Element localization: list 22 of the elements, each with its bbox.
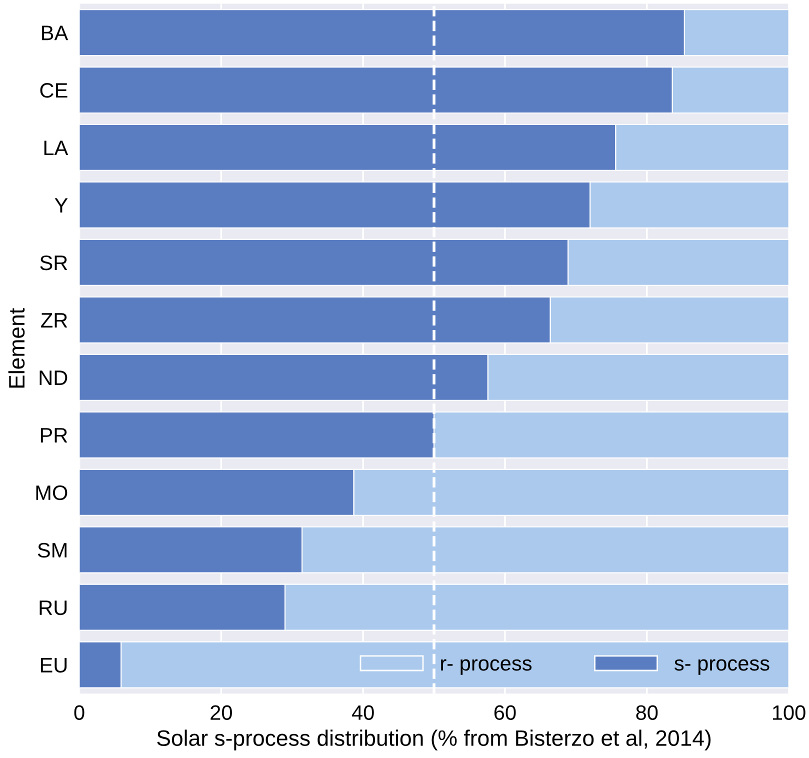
x-tick-label: 100 xyxy=(772,705,806,720)
y-tick-label: ZR xyxy=(41,313,68,328)
y-axis-title: Element xyxy=(8,308,25,388)
y-tick-label: BA xyxy=(42,26,68,40)
y-tick-label: RU xyxy=(40,600,67,616)
y-tick-label: PR xyxy=(40,428,68,442)
y-tick-label: CE xyxy=(40,83,68,98)
x-tick-label: 20 xyxy=(210,705,232,720)
x-tick-label: 60 xyxy=(494,705,516,720)
x-axis-title: Solar s-process distribution (% from Bisterzo et al, 2014) xyxy=(157,730,711,750)
legend-label: r- process xyxy=(441,659,532,675)
y-tick-label: MO xyxy=(36,485,68,500)
y-tick-label: Y xyxy=(54,198,68,213)
y-tick-label: ND xyxy=(40,370,68,385)
legend-label: s- process xyxy=(674,659,770,675)
x-tick-label: 80 xyxy=(636,705,658,720)
y-tick-label: LA xyxy=(44,140,68,156)
y-tick-label: SR xyxy=(40,255,68,270)
x-tick-label: 0 xyxy=(74,705,84,720)
y-tick-label: EU xyxy=(40,658,67,673)
y-tick-label: SM xyxy=(38,542,66,558)
x-tick-label: 40 xyxy=(352,705,374,720)
